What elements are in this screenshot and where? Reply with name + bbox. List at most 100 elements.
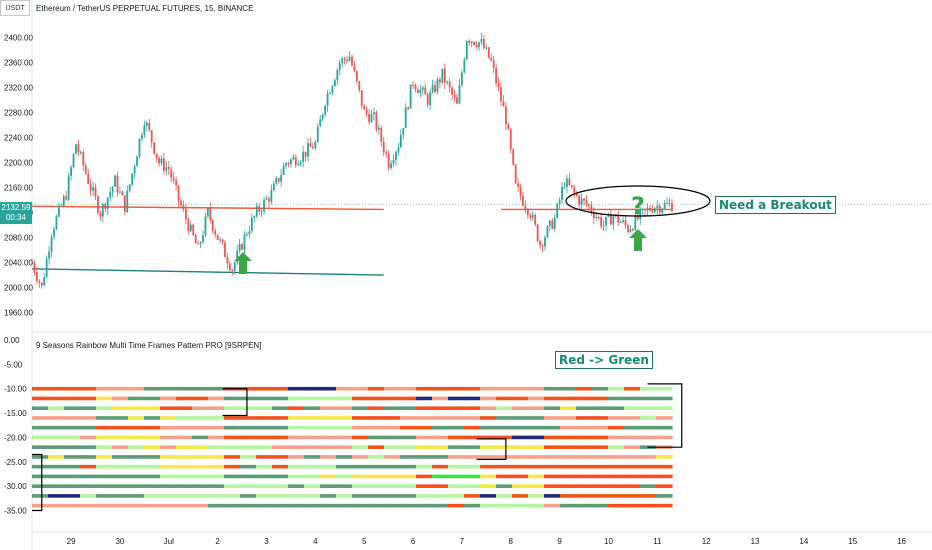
heatmap-cell [655, 396, 673, 401]
trend-line[interactable] [31, 268, 384, 276]
candle-body [578, 195, 581, 205]
heatmap-cell [431, 406, 449, 411]
candle-body [409, 84, 412, 109]
heatmap-cell [591, 425, 609, 430]
candle-body [417, 89, 419, 94]
heatmap-cell [32, 455, 49, 459]
breakout-zone-ellipse[interactable] [565, 185, 711, 217]
heatmap-cell [95, 455, 113, 459]
heatmap-cell [319, 445, 337, 449]
indicator-tick-label: -30.00 [4, 482, 27, 491]
heatmap-cell [623, 494, 641, 498]
heatmap-cell [47, 386, 65, 391]
up-arrow-icon [234, 252, 252, 274]
candle-body [226, 257, 229, 264]
heatmap-cell [63, 425, 81, 430]
candle-body [368, 114, 370, 123]
heatmap-cell [559, 445, 577, 449]
heatmap-cell [207, 484, 225, 488]
heatmap-cell [463, 445, 481, 449]
heatmap-cell [175, 425, 193, 430]
heatmap-highlight-box[interactable] [476, 438, 507, 460]
candle-body [534, 214, 537, 225]
candle-countdown: 00:34 [5, 213, 27, 222]
candle-body [67, 175, 70, 200]
candle-body [192, 224, 195, 236]
heatmap-cell [287, 386, 305, 391]
heatmap-cell [351, 425, 369, 430]
heatmap-cell [479, 455, 497, 459]
heatmap-cell [527, 435, 545, 440]
heatmap-cell [495, 474, 513, 479]
heatmap-cell [207, 396, 225, 401]
heatmap-cell [143, 455, 161, 459]
heatmap-cell [575, 464, 593, 469]
heatmap-cell [415, 503, 433, 508]
candle-body [429, 92, 432, 106]
heatmap-cell [591, 435, 609, 440]
candle-body [111, 186, 114, 193]
red-green-callout[interactable]: Red -> Green [555, 351, 653, 369]
candle-body [392, 159, 395, 164]
heatmap-cell [559, 386, 577, 391]
x-tick-label: 13 [751, 537, 760, 546]
heatmap-cell [383, 396, 401, 401]
candle-body [570, 185, 573, 188]
heatmap-cell [495, 416, 513, 420]
heatmap-cell [335, 474, 353, 479]
candle-body [131, 173, 134, 185]
x-tick-label: 9 [557, 537, 562, 546]
heatmap-highlight-box[interactable] [647, 383, 683, 448]
candle-body [35, 272, 38, 281]
price-tick-label: 2000.00 [4, 284, 33, 293]
heatmap-cell [495, 494, 513, 498]
heatmap-cell [495, 406, 513, 411]
price-tick-label: 2080.00 [4, 234, 33, 243]
candle-body [412, 84, 414, 86]
heatmap-cell [32, 484, 49, 488]
candle-body [434, 85, 436, 92]
heatmap-cell [239, 455, 257, 459]
heatmap-highlight-box[interactable] [32, 453, 43, 512]
heatmap-cell [399, 503, 417, 508]
candle-body [160, 158, 163, 164]
candle-body [546, 226, 549, 238]
heatmap-cell [575, 425, 593, 430]
candle-body [553, 217, 556, 229]
candle-body [238, 243, 241, 251]
heatmap-cell [159, 445, 177, 449]
heatmap-cell [255, 503, 273, 508]
heatmap-cell [543, 396, 561, 401]
breakout-callout[interactable]: Need a Breakout [715, 196, 836, 214]
heatmap-cell [367, 386, 385, 391]
heatmap-cell [223, 455, 241, 459]
heatmap-cell [383, 445, 401, 449]
candle-body [658, 205, 661, 213]
candle-body [204, 216, 207, 235]
candle-body [595, 216, 598, 219]
candle-body [431, 85, 434, 93]
heatmap-highlight-box[interactable] [222, 388, 248, 417]
heatmap-cell [63, 386, 81, 391]
candle-body [141, 135, 143, 139]
heatmap-cell [287, 435, 305, 440]
heatmap-cell [255, 416, 273, 420]
heatmap-cell [239, 416, 257, 420]
heatmap-cell [207, 445, 225, 449]
heatmap-cell [159, 386, 177, 391]
candle-body [414, 84, 417, 90]
heatmap-cell [47, 425, 65, 430]
heatmap-cell [111, 445, 129, 449]
heatmap-cell [319, 455, 337, 459]
candle-body [55, 216, 58, 230]
candle-body [636, 214, 639, 220]
heatmap-cell [223, 435, 241, 440]
heatmap-cell [111, 474, 129, 479]
heatmap-cell [111, 386, 129, 391]
heatmap-cell [383, 406, 401, 411]
candle-body [89, 183, 92, 191]
heatmap-cell [239, 484, 257, 488]
price-tick-label: 2400.00 [4, 33, 33, 42]
candle-body [143, 125, 146, 136]
